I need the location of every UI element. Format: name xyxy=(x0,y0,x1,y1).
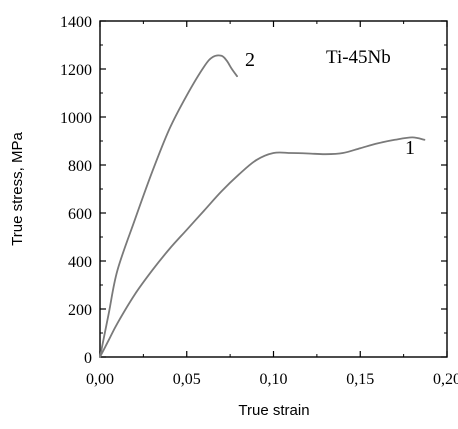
x-tick-label: 0,10 xyxy=(260,371,288,388)
x-tick-label: 0,20 xyxy=(433,371,458,388)
y-tick-label: 1000 xyxy=(60,110,92,127)
y-tick-label: 0 xyxy=(84,350,92,367)
y-tick-label: 1400 xyxy=(60,14,92,31)
series-line-1 xyxy=(99,136,426,358)
plot-frame xyxy=(99,20,448,358)
y-tick-label: 1200 xyxy=(60,62,92,79)
y-axis-title: True stress, MPa xyxy=(9,132,26,246)
x-tick-label: 0,05 xyxy=(173,371,201,388)
series-label-2: 2 xyxy=(245,49,255,71)
x-tick-label: 0,00 xyxy=(86,371,114,388)
chart-annotation: Ti-45Nb xyxy=(326,47,391,68)
series-layer xyxy=(99,54,426,358)
series-label-1: 1 xyxy=(405,137,415,159)
y-tick-label: 400 xyxy=(68,254,92,271)
y-tick-label: 600 xyxy=(68,206,92,223)
x-tick-label: 0,15 xyxy=(346,371,374,388)
y-tick-label: 200 xyxy=(68,302,92,319)
label-layer: True stress, MPa True strain Ti-45Nb 1 2 xyxy=(9,47,415,419)
y-tick-label: 800 xyxy=(68,158,92,175)
series-line-2 xyxy=(99,54,238,358)
x-axis-title: True strain xyxy=(238,402,309,419)
axes-layer: 0,00 0,05 0,10 0,15 0,20 0 200 400 600 800 1000 120… xyxy=(60,14,458,388)
